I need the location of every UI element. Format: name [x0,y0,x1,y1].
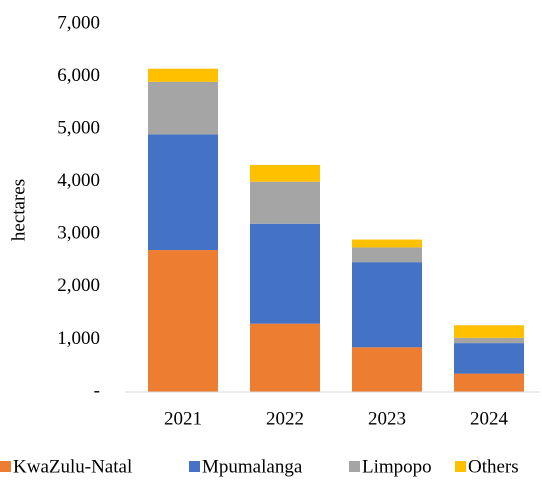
x-tick-label: 2021 [164,408,202,429]
legend-swatch [189,461,200,472]
bar-segment [250,181,320,224]
y-tick-label: 3,000 [57,223,100,244]
bar-segment [352,347,422,392]
bar-segment [454,373,524,392]
x-tick-label: 2022 [266,408,304,429]
bar-segment [148,68,218,82]
bar-segment [352,247,422,263]
y-tick-label: 5,000 [57,118,100,139]
bar-segment [148,250,218,392]
x-tick-label: 2023 [368,408,406,429]
legend-swatch [0,461,11,472]
legend-swatch [349,461,360,472]
y-tick-label: 2,000 [57,275,100,296]
y-tick-label: 6,000 [57,65,100,86]
y-tick-label: 1,000 [57,328,100,349]
legend-label: Mpumalanga [202,456,303,477]
bar-segment [454,337,524,344]
bar-segment [352,262,422,348]
y-axis-label: hectares [8,179,29,241]
bar-segment [250,164,320,182]
y-tick-label: 4,000 [57,170,100,191]
legend-label: Others [468,456,519,477]
bar-segment [454,343,524,374]
bar-segment [250,323,320,392]
y-tick-label: - [94,380,100,401]
legend-label: KwaZulu-Natal [13,456,132,477]
legend-label: Limpopo [362,456,432,477]
y-tick-label: 7,000 [57,12,100,33]
legend-swatch [455,461,466,472]
bar-segment [352,239,422,248]
bar-segment [148,81,218,135]
bar-segment [148,134,218,251]
bar-segment [454,325,524,338]
x-tick-label: 2024 [470,408,509,429]
bar-segment [250,223,320,324]
